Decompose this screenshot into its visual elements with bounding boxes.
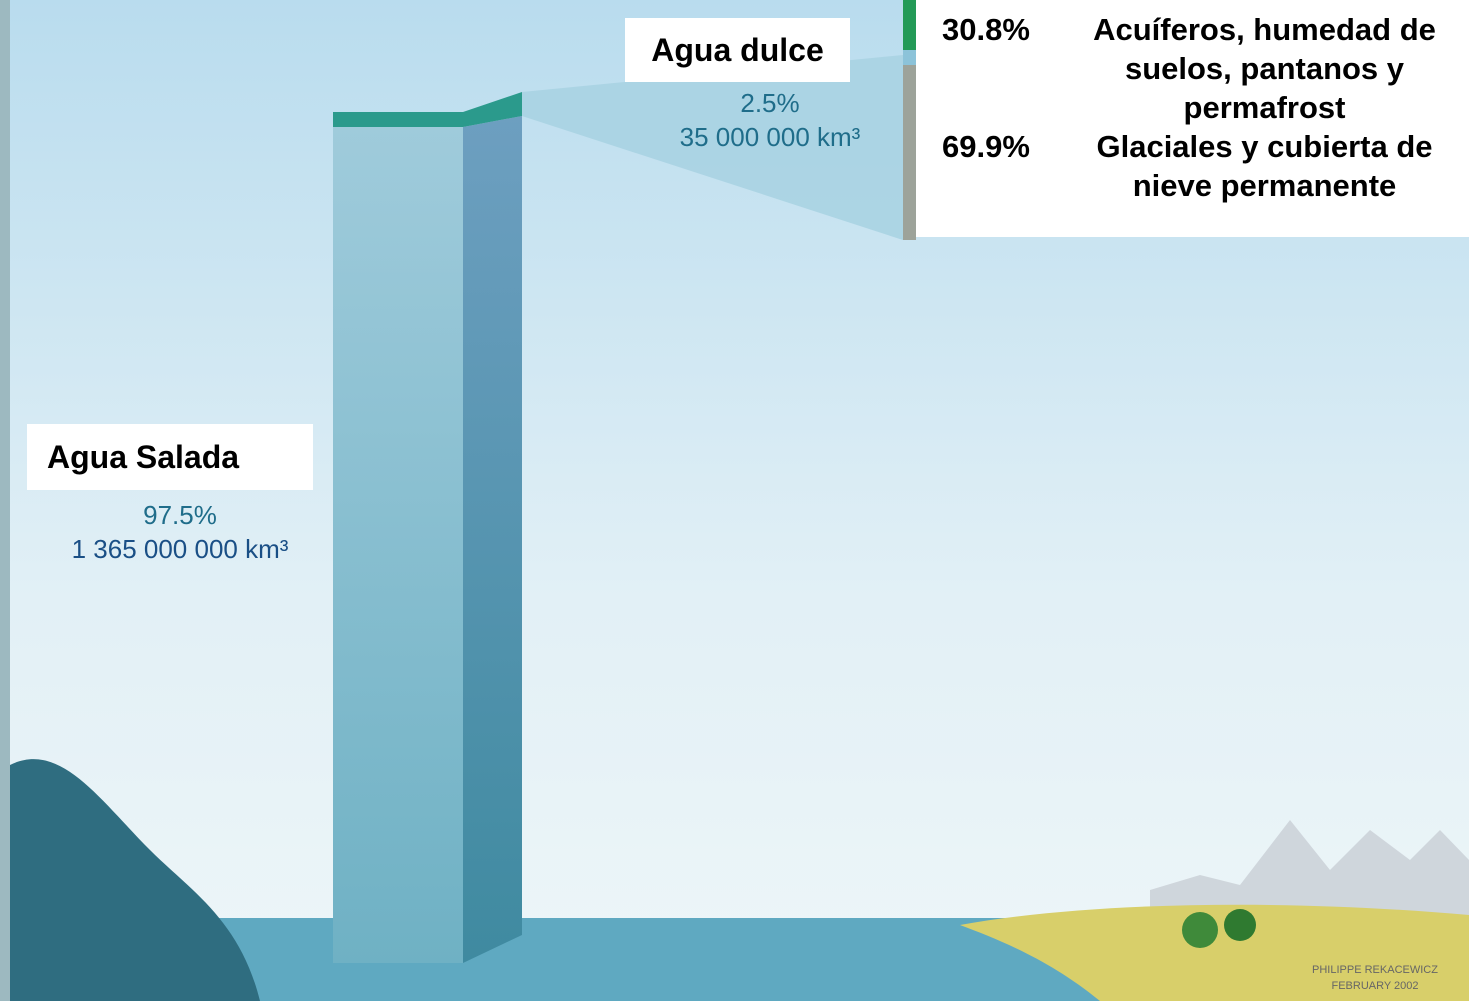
breakdown-percent: 30.8% — [942, 10, 1060, 127]
salt-water-bar-side — [463, 116, 522, 963]
fresh-water-percent: 2.5% — [640, 86, 900, 120]
tree — [1182, 912, 1218, 948]
fresh-water-volume: 35 000 000 km³ — [640, 120, 900, 154]
credit: PHILIPPE REKACEWICZ FEBRUARY 2002 — [1290, 962, 1460, 994]
breakdown-percent: 69.9% — [942, 127, 1060, 205]
credit-date: FEBRUARY 2002 — [1290, 978, 1460, 994]
breakdown-row: 30.8%Acuíferos, humedad de suelos, panta… — [942, 10, 1469, 127]
salt-water-label: Agua Salada — [27, 424, 313, 490]
tree — [1224, 909, 1256, 941]
fresh-water-label: Agua dulce — [625, 18, 850, 82]
breakdown-aquifers — [903, 50, 916, 65]
border — [0, 0, 10, 1001]
salt-water-percent: 97.5% — [20, 498, 340, 532]
page: Agua dulce 2.5% 35 000 000 km³ Agua Sala… — [0, 0, 1469, 1001]
salt-water-bar — [333, 127, 463, 963]
breakdown-text: Glaciales y cubierta de nieve permanente — [1060, 127, 1469, 205]
breakdown-glaciers — [903, 65, 916, 240]
salt-water-volume: 1 365 000 000 km³ — [20, 532, 340, 566]
credit-author: PHILIPPE REKACEWICZ — [1290, 962, 1460, 978]
breakdown-row: 69.9%Glaciales y cubierta de nieve perma… — [942, 127, 1469, 205]
breakdown-surface — [903, 0, 916, 50]
breakdown-text: Acuíferos, humedad de suelos, pantanos y… — [1060, 10, 1469, 127]
breakdown-box: 30.8%Acuíferos, humedad de suelos, panta… — [916, 0, 1469, 237]
